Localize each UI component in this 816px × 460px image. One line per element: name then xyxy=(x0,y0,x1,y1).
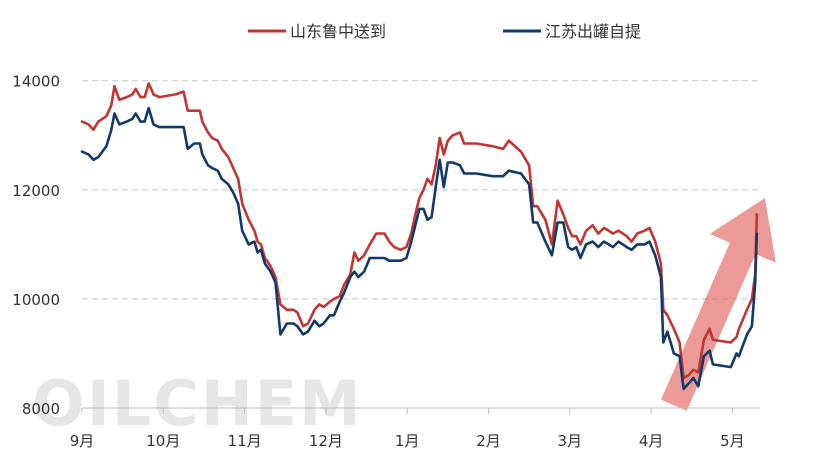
y-tick-label: 14000 xyxy=(12,73,60,91)
grid-lines xyxy=(82,80,760,300)
x-tick-label: 4月 xyxy=(639,432,664,450)
series-lines xyxy=(80,82,759,391)
series-line-0 xyxy=(80,82,759,380)
watermark: OILCHEM xyxy=(32,367,363,440)
x-tick-label: 5月 xyxy=(720,432,745,450)
y-tick-label: 8000 xyxy=(22,400,60,418)
legend: 山东鲁中送到 江苏出罐自提 xyxy=(248,22,641,41)
watermark-text: OILCHEM xyxy=(32,367,363,440)
y-tick-label: 10000 xyxy=(12,291,60,309)
trend-arrow-shape xyxy=(661,198,776,411)
x-tick-label: 12月 xyxy=(309,432,343,450)
y-tick-label: 12000 xyxy=(12,182,60,200)
x-tick-label: 10月 xyxy=(146,432,180,450)
x-tick-label: 2月 xyxy=(476,432,501,450)
x-tick-label: 9月 xyxy=(70,432,95,450)
x-tick-label: 1月 xyxy=(395,432,420,450)
legend-label-0: 山东鲁中送到 xyxy=(290,22,386,41)
legend-label-1: 江苏出罐自提 xyxy=(545,22,641,41)
x-tick-label: 3月 xyxy=(558,432,583,450)
x-tick-label: 11月 xyxy=(228,432,262,450)
series-line-1 xyxy=(80,106,759,391)
axes: 8000 10000 12000 14000 9月 10月 11月 12月 1月 2月 3月 4月 5月 xyxy=(12,73,760,450)
trend-arrow xyxy=(661,198,776,411)
